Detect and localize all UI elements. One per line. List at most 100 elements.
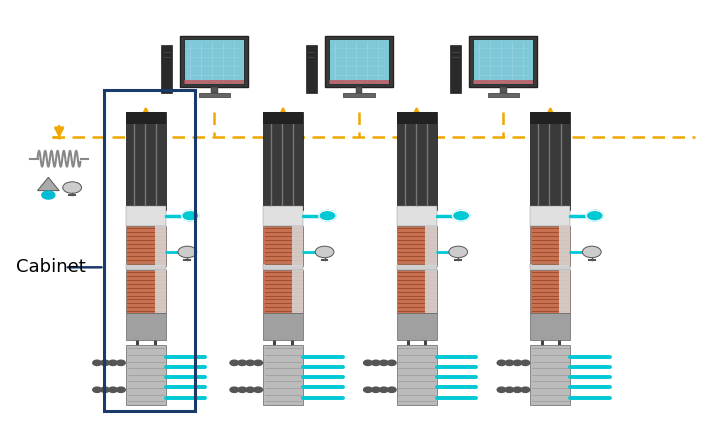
Bar bbox=[263, 112, 303, 124]
Bar bbox=[531, 206, 570, 226]
Circle shape bbox=[379, 387, 388, 392]
Bar bbox=[397, 112, 436, 124]
Circle shape bbox=[230, 387, 239, 392]
Bar bbox=[154, 270, 166, 314]
Bar bbox=[184, 39, 244, 84]
Bar bbox=[487, 93, 519, 97]
Bar bbox=[531, 345, 570, 405]
Circle shape bbox=[319, 211, 336, 221]
Bar bbox=[126, 112, 166, 124]
Circle shape bbox=[371, 360, 380, 365]
Text: Cabinet: Cabinet bbox=[16, 258, 86, 277]
Circle shape bbox=[315, 246, 334, 258]
Circle shape bbox=[582, 246, 601, 258]
Bar bbox=[291, 270, 303, 314]
Circle shape bbox=[497, 360, 506, 365]
Bar bbox=[126, 206, 166, 226]
Bar bbox=[531, 264, 570, 270]
Bar bbox=[531, 112, 570, 210]
Bar bbox=[126, 264, 166, 270]
Bar bbox=[397, 270, 436, 314]
Circle shape bbox=[117, 387, 125, 392]
Bar bbox=[426, 270, 436, 314]
Bar bbox=[397, 226, 436, 266]
Bar bbox=[126, 112, 166, 210]
Bar bbox=[263, 314, 303, 340]
Circle shape bbox=[246, 387, 254, 392]
Circle shape bbox=[452, 211, 470, 221]
Bar bbox=[426, 226, 436, 266]
Bar bbox=[329, 80, 389, 84]
Bar bbox=[559, 270, 570, 314]
Circle shape bbox=[497, 387, 506, 392]
Bar bbox=[199, 93, 231, 97]
Circle shape bbox=[109, 360, 117, 365]
Circle shape bbox=[238, 387, 247, 392]
Circle shape bbox=[63, 182, 81, 193]
Bar bbox=[355, 87, 362, 93]
Circle shape bbox=[93, 360, 102, 365]
Bar bbox=[397, 264, 436, 270]
Bar bbox=[126, 270, 166, 314]
Bar bbox=[154, 226, 166, 266]
Circle shape bbox=[505, 360, 514, 365]
Bar bbox=[397, 112, 436, 210]
Bar bbox=[397, 345, 436, 405]
Circle shape bbox=[254, 360, 262, 365]
Circle shape bbox=[586, 211, 603, 221]
Bar bbox=[531, 270, 570, 314]
Circle shape bbox=[246, 360, 254, 365]
Bar bbox=[126, 314, 166, 340]
Bar bbox=[397, 314, 436, 340]
Circle shape bbox=[513, 387, 522, 392]
Bar bbox=[126, 345, 166, 405]
Circle shape bbox=[449, 246, 468, 258]
Circle shape bbox=[363, 360, 372, 365]
Circle shape bbox=[254, 387, 262, 392]
Bar bbox=[343, 93, 375, 97]
Circle shape bbox=[101, 360, 109, 365]
Bar bbox=[473, 39, 534, 84]
Bar bbox=[531, 314, 570, 340]
Circle shape bbox=[521, 387, 530, 392]
Bar bbox=[181, 36, 249, 87]
Circle shape bbox=[101, 387, 109, 392]
Bar bbox=[211, 87, 218, 93]
Circle shape bbox=[109, 387, 117, 392]
Circle shape bbox=[387, 387, 396, 392]
Bar bbox=[397, 206, 436, 226]
Bar bbox=[473, 80, 534, 84]
Bar bbox=[450, 45, 461, 93]
Circle shape bbox=[230, 360, 239, 365]
Bar bbox=[126, 226, 166, 266]
Bar bbox=[263, 270, 303, 314]
Bar bbox=[306, 45, 317, 93]
Bar bbox=[329, 39, 389, 84]
Circle shape bbox=[387, 360, 396, 365]
Circle shape bbox=[363, 387, 372, 392]
Bar bbox=[263, 206, 303, 226]
Circle shape bbox=[93, 387, 102, 392]
Bar bbox=[500, 87, 507, 93]
Circle shape bbox=[521, 360, 530, 365]
Bar bbox=[184, 80, 244, 84]
Circle shape bbox=[513, 360, 522, 365]
Circle shape bbox=[178, 246, 196, 258]
Bar bbox=[325, 36, 393, 87]
Bar bbox=[531, 112, 570, 124]
Circle shape bbox=[379, 360, 388, 365]
Circle shape bbox=[371, 387, 380, 392]
Bar bbox=[161, 45, 172, 93]
Circle shape bbox=[42, 191, 55, 199]
Bar bbox=[559, 226, 570, 266]
Bar bbox=[531, 226, 570, 266]
Bar bbox=[291, 226, 303, 266]
Bar bbox=[263, 345, 303, 405]
Bar bbox=[104, 90, 194, 411]
Bar bbox=[469, 36, 537, 87]
Bar bbox=[263, 264, 303, 270]
Circle shape bbox=[505, 387, 514, 392]
Circle shape bbox=[181, 211, 199, 221]
Bar bbox=[263, 226, 303, 266]
Polygon shape bbox=[38, 178, 59, 190]
